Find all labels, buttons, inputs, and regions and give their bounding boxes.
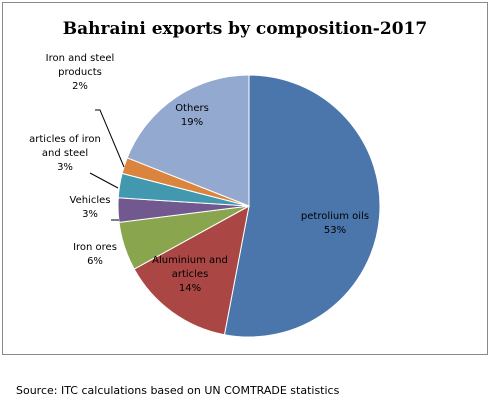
slice-label-6: Others 19% <box>175 103 209 128</box>
leader-line-4 <box>89 172 119 189</box>
pie-slice-0 <box>223 74 381 338</box>
pie-slice-6 <box>126 74 250 207</box>
slice-label-2: Iron ores 6% <box>73 242 117 267</box>
slice-label-0: petrolium oils 53% <box>301 211 369 236</box>
pie-slice-1 <box>133 205 250 336</box>
slice-label-5: Iron and steel products 2% <box>46 53 115 92</box>
leader-line-5 <box>95 109 125 168</box>
source-note: Source: ITC calculations based on UN COM… <box>16 384 340 397</box>
slice-label-1: Aluminium and articles 14% <box>152 255 228 294</box>
slice-label-4: articles of iron and steel 3% <box>29 134 101 173</box>
chart-title: Bahraini exports by composition-2017 <box>62 19 428 39</box>
slice-label-3: Vehicles 3% <box>70 195 111 220</box>
